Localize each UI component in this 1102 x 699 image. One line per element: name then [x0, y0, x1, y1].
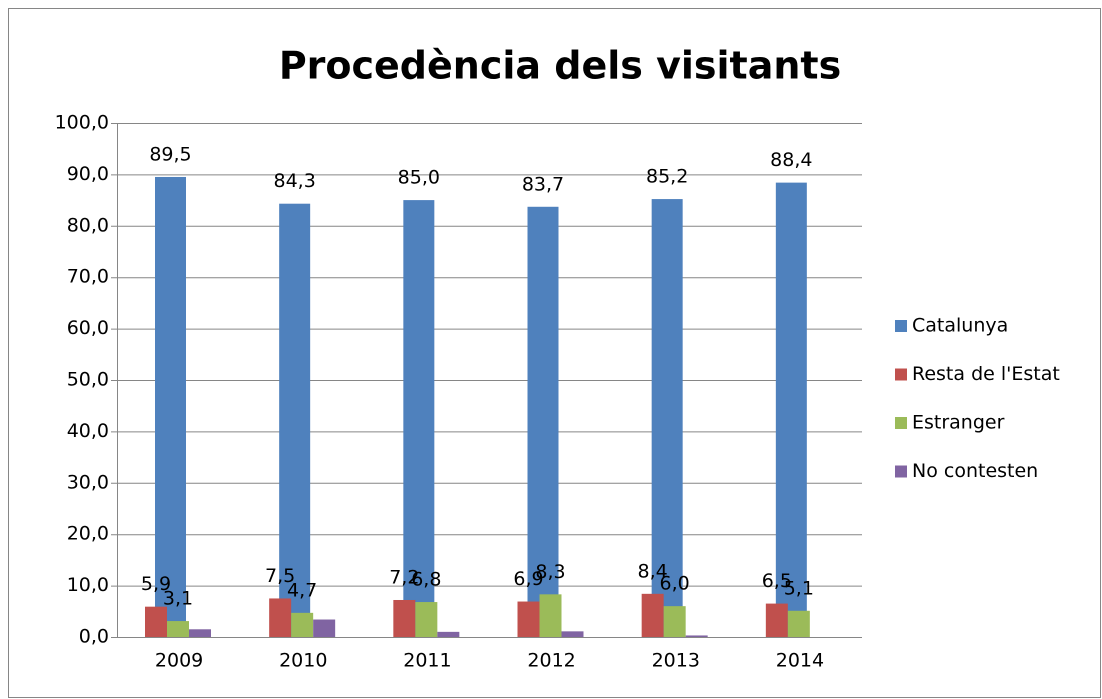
- data-label: 5,9: [141, 573, 171, 595]
- y-tick-label: 60,0: [67, 317, 109, 339]
- y-tick-label: 50,0: [67, 369, 109, 391]
- data-label: 8,4: [638, 560, 668, 582]
- legend-swatch: [895, 320, 907, 332]
- data-label: 85,2: [646, 166, 688, 188]
- data-label: 88,4: [770, 149, 812, 171]
- bar: [685, 635, 708, 637]
- data-label: 84,3: [274, 170, 316, 192]
- bar: [393, 599, 416, 637]
- bar: [415, 602, 438, 637]
- x-tick-label: 2010: [279, 650, 327, 672]
- bar: [527, 206, 559, 638]
- data-label: 85,0: [398, 167, 440, 189]
- bar: [437, 631, 460, 637]
- data-label: 83,7: [522, 173, 564, 195]
- bar: [787, 610, 810, 637]
- bar: [313, 619, 336, 637]
- y-tick-label: 100,0: [55, 112, 109, 134]
- y-tick-label: 90,0: [67, 163, 109, 185]
- y-tick-label: 0,0: [79, 626, 109, 648]
- bar: [167, 621, 189, 637]
- legend-swatch: [895, 465, 907, 478]
- bar: [145, 606, 167, 637]
- legend-label: Resta de l'Estat: [912, 363, 1060, 385]
- bar: [269, 598, 292, 637]
- bar: [775, 182, 807, 637]
- bar: [403, 200, 435, 637]
- bar: [651, 199, 683, 637]
- legend-swatch: [895, 368, 907, 381]
- data-label: 89,5: [149, 143, 191, 165]
- bar: [279, 203, 311, 637]
- bar: [641, 593, 664, 637]
- legend-label: Estranger: [912, 412, 1005, 434]
- bar: [561, 631, 584, 637]
- legend-swatch: [895, 417, 907, 429]
- bar: [189, 629, 211, 637]
- y-tick-label: 30,0: [67, 471, 109, 493]
- bar: [291, 612, 314, 637]
- data-label: 3,1: [163, 588, 193, 610]
- y-tick-label: 80,0: [67, 214, 109, 236]
- legend-label: No contesten: [912, 460, 1038, 482]
- data-label: 4,7: [287, 579, 317, 601]
- data-label: 7,5: [265, 565, 295, 587]
- bar: [517, 601, 540, 637]
- data-label: 7,2: [389, 566, 419, 588]
- data-label: 6,5: [762, 570, 792, 592]
- chart-title: Procedència dels visitants: [279, 44, 841, 88]
- y-tick-label: 10,0: [67, 574, 109, 596]
- x-tick-label: 2009: [155, 650, 203, 672]
- x-tick-label: 2013: [652, 650, 700, 672]
- y-tick-label: 20,0: [67, 523, 109, 545]
- data-label: 6,0: [660, 573, 690, 595]
- bar: [663, 606, 686, 637]
- x-tick-label: 2012: [527, 650, 575, 672]
- y-tick-label: 40,0: [67, 420, 109, 442]
- data-label: 5,1: [784, 577, 814, 599]
- bar: [765, 603, 788, 637]
- legend-label: Catalunya: [912, 315, 1008, 337]
- bar: [539, 594, 562, 637]
- data-label: 6,8: [411, 569, 441, 591]
- y-tick-label: 70,0: [67, 266, 109, 288]
- bar: [155, 176, 186, 637]
- data-label: 6,9: [513, 568, 543, 590]
- x-tick-label: 2014: [776, 650, 824, 672]
- x-tick-label: 2011: [403, 650, 451, 672]
- data-label: 8,3: [535, 561, 565, 583]
